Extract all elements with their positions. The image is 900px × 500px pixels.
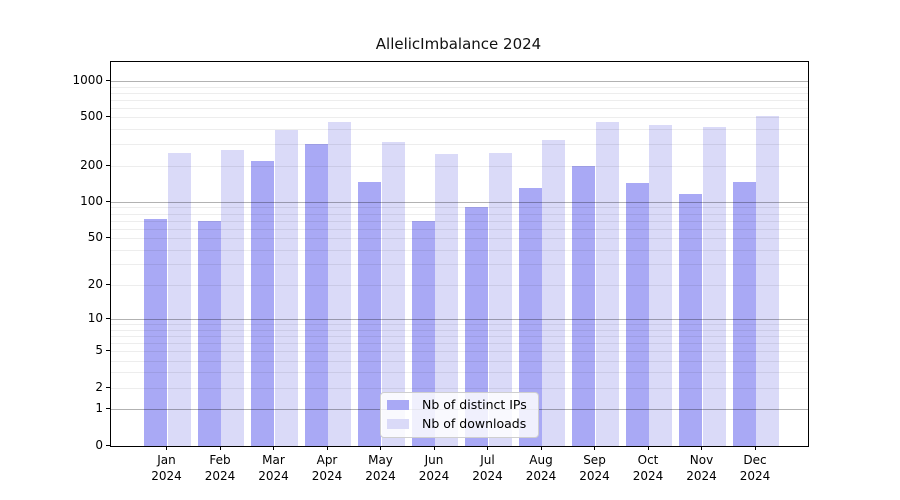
y-axis-tick-label-200: 200 [80, 157, 103, 172]
bar-may-2024-nb-of-downloads [381, 142, 405, 446]
y-axis-tick-label-100: 100 [80, 193, 103, 208]
bar-may-2024-nb-of-distinct-ips [358, 182, 382, 446]
y-tick-mark-10 [106, 317, 110, 319]
chart-title: AllelicImbalance 2024 [375, 35, 542, 53]
bar-apr-2024-nb-of-distinct-ips [304, 143, 328, 446]
bar-dec-2024-nb-of-distinct-ips [732, 182, 756, 446]
x-tick-mark-jun-2024 [433, 445, 435, 450]
y-axis-tick-label-50: 50 [87, 230, 103, 245]
x-tick-mark-aug-2024 [540, 445, 542, 450]
gridline-minor-500 [111, 117, 808, 119]
bar-jan-2024-nb-of-downloads [167, 152, 191, 446]
legend-row-distinct-ips: Nb of distinct IPs [387, 398, 527, 412]
y-tick-mark-50 [106, 237, 110, 239]
legend-row-downloads: Nb of downloads [387, 417, 527, 431]
bar-jan-2024-nb-of-distinct-ips [144, 219, 168, 446]
x-tick-mark-apr-2024 [326, 445, 328, 450]
y-axis-tick-label-20: 20 [87, 276, 103, 291]
y-tick-mark-1 [106, 407, 110, 409]
y-axis-tick-label-1000: 1000 [72, 72, 103, 87]
bar-apr-2024-nb-of-downloads [328, 121, 352, 446]
x-axis-tick-label-nov-2024: Nov 2024 [686, 452, 717, 483]
bar-mar-2024-nb-of-distinct-ips [251, 160, 275, 446]
x-axis-tick-label-may-2024: May 2024 [365, 452, 396, 483]
gridline-minor-700 [111, 99, 808, 101]
bar-sep-2024-nb-of-distinct-ips [572, 166, 596, 446]
x-axis-tick-label-sep-2024: Sep 2024 [579, 452, 610, 483]
x-tick-mark-may-2024 [380, 445, 381, 450]
bar-oct-2024-nb-of-downloads [649, 125, 673, 446]
legend-label-downloads: Nb of downloads [422, 416, 527, 431]
bar-jun-2024-nb-of-downloads [435, 154, 459, 446]
bar-jul-2024-nb-of-downloads [488, 153, 512, 446]
x-axis-tick-label-apr-2024: Apr 2024 [311, 452, 343, 483]
x-tick-mark-oct-2024 [647, 445, 649, 450]
y-axis-tick-label-1: 1 [95, 400, 103, 415]
x-axis-tick-label-jun-2024: Jun 2024 [418, 452, 450, 483]
y-axis-tick-label-0: 0 [95, 437, 103, 452]
x-tick-mark-jan-2024 [166, 445, 167, 450]
y-tick-mark-1000 [106, 79, 110, 81]
y-axis-tick-label-5: 5 [95, 342, 103, 357]
bar-aug-2024-nb-of-downloads [542, 139, 566, 446]
gridline-major-1000 [111, 80, 808, 82]
bar-oct-2024-nb-of-distinct-ips [625, 183, 649, 446]
y-axis-tick-label-10: 10 [87, 310, 103, 325]
bar-nov-2024-nb-of-distinct-ips [679, 193, 703, 446]
x-axis-tick-label-jan-2024: Jan 2024 [151, 452, 182, 483]
bar-dec-2024-nb-of-downloads [756, 116, 780, 446]
x-axis-tick-label-aug-2024: Aug 2024 [525, 452, 557, 483]
x-tick-mark-feb-2024 [219, 445, 221, 450]
y-axis-tick-label-2: 2 [95, 379, 103, 394]
bar-feb-2024-nb-of-downloads [221, 149, 245, 446]
y-tick-mark-200 [106, 164, 110, 166]
gridline-minor-600 [111, 107, 808, 109]
x-axis-tick-label-oct-2024: Oct 2024 [632, 452, 664, 483]
x-tick-mark-nov-2024 [701, 445, 702, 450]
bar-aug-2024-nb-of-distinct-ips [518, 187, 542, 446]
legend-label-distinct-ips: Nb of distinct IPs [422, 397, 527, 412]
legend: Nb of distinct IPs Nb of downloads [380, 392, 539, 438]
bar-jul-2024-nb-of-distinct-ips [465, 207, 489, 446]
y-axis-tick-label-500: 500 [80, 109, 103, 124]
x-tick-mark-sep-2024 [594, 445, 595, 450]
plot-area [110, 61, 809, 447]
x-axis-tick-label-dec-2024: Dec 2024 [739, 452, 771, 483]
bar-mar-2024-nb-of-downloads [274, 129, 298, 446]
y-tick-mark-2 [106, 386, 110, 388]
y-tick-mark-500 [106, 116, 110, 118]
x-axis-tick-label-jul-2024: Jul 2024 [472, 452, 503, 483]
bar-feb-2024-nb-of-distinct-ips [197, 221, 221, 446]
x-axis-tick-label-mar-2024: Mar 2024 [258, 452, 289, 483]
y-tick-mark-100 [106, 200, 110, 202]
gridline-minor-900 [111, 86, 808, 88]
x-tick-mark-mar-2024 [273, 445, 274, 450]
x-axis-tick-label-feb-2024: Feb 2024 [204, 452, 236, 483]
legend-swatch-downloads-icon [387, 419, 409, 429]
y-tick-mark-5 [106, 349, 110, 351]
bar-sep-2024-nb-of-downloads [595, 122, 619, 446]
y-tick-mark-20 [106, 283, 110, 285]
y-tick-mark-0 [106, 444, 110, 446]
bar-nov-2024-nb-of-downloads [702, 126, 726, 446]
legend-swatch-distinct-ips-icon [387, 400, 409, 410]
bar-jun-2024-nb-of-distinct-ips [411, 221, 435, 446]
x-tick-mark-jul-2024 [487, 445, 488, 450]
x-tick-mark-dec-2024 [754, 445, 756, 450]
gridline-minor-800 [111, 92, 808, 94]
